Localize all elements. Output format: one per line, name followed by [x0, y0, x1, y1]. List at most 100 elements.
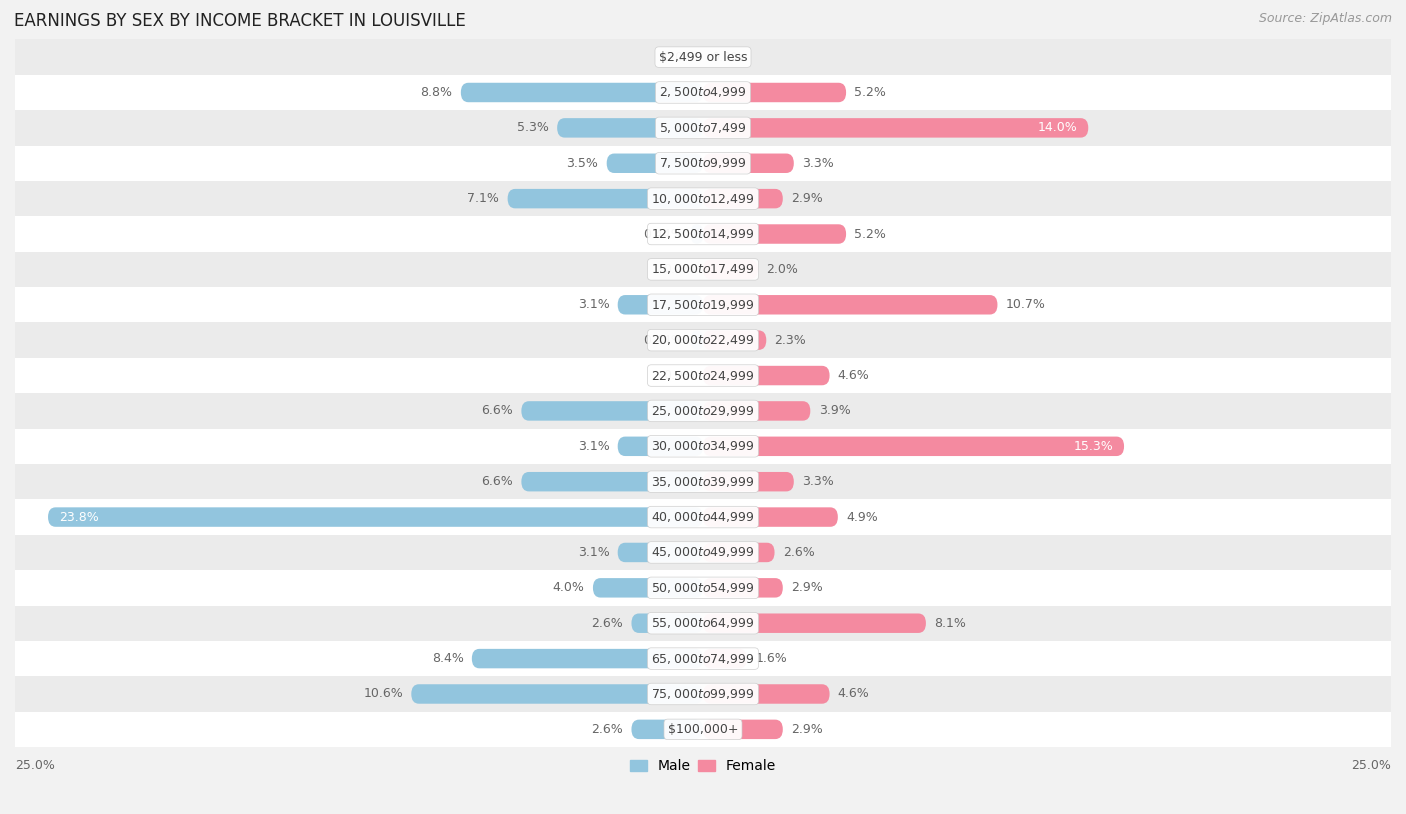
Text: 5.2%: 5.2%	[855, 86, 886, 99]
Text: $45,000 to $49,999: $45,000 to $49,999	[651, 545, 755, 559]
FancyBboxPatch shape	[703, 330, 766, 350]
Text: 3.1%: 3.1%	[578, 546, 609, 559]
Text: $17,500 to $19,999: $17,500 to $19,999	[651, 298, 755, 312]
Text: 14.0%: 14.0%	[1038, 121, 1077, 134]
Text: 0.0%: 0.0%	[662, 263, 695, 276]
FancyBboxPatch shape	[703, 154, 794, 173]
Bar	[15, 358, 1391, 393]
FancyBboxPatch shape	[703, 260, 758, 279]
FancyBboxPatch shape	[703, 295, 997, 314]
FancyBboxPatch shape	[703, 436, 1123, 456]
Bar	[15, 429, 1391, 464]
FancyBboxPatch shape	[48, 507, 703, 527]
Text: 6.6%: 6.6%	[481, 475, 513, 488]
Text: $2,500 to $4,999: $2,500 to $4,999	[659, 85, 747, 99]
FancyBboxPatch shape	[522, 472, 703, 492]
FancyBboxPatch shape	[617, 436, 703, 456]
FancyBboxPatch shape	[606, 154, 703, 173]
Text: 2.0%: 2.0%	[766, 263, 799, 276]
Text: 5.3%: 5.3%	[517, 121, 548, 134]
FancyBboxPatch shape	[508, 189, 703, 208]
Text: $30,000 to $34,999: $30,000 to $34,999	[651, 440, 755, 453]
Text: $55,000 to $64,999: $55,000 to $64,999	[651, 616, 755, 630]
Bar	[15, 606, 1391, 641]
Bar	[15, 252, 1391, 287]
FancyBboxPatch shape	[703, 720, 783, 739]
FancyBboxPatch shape	[593, 578, 703, 597]
Text: 6.6%: 6.6%	[481, 405, 513, 418]
FancyBboxPatch shape	[631, 720, 703, 739]
Text: Source: ZipAtlas.com: Source: ZipAtlas.com	[1258, 12, 1392, 25]
Bar	[15, 676, 1391, 711]
Text: 5.2%: 5.2%	[855, 228, 886, 240]
FancyBboxPatch shape	[703, 649, 747, 668]
Text: 3.5%: 3.5%	[567, 157, 599, 170]
Text: $100,000+: $100,000+	[668, 723, 738, 736]
Text: $35,000 to $39,999: $35,000 to $39,999	[651, 475, 755, 488]
Text: 4.0%: 4.0%	[553, 581, 585, 594]
Text: $2,499 or less: $2,499 or less	[659, 50, 747, 63]
FancyBboxPatch shape	[703, 365, 830, 385]
Bar	[15, 570, 1391, 606]
Text: 2.3%: 2.3%	[775, 334, 806, 347]
FancyBboxPatch shape	[703, 578, 783, 597]
Bar	[15, 181, 1391, 217]
Legend: Male, Female: Male, Female	[624, 754, 782, 779]
Text: $50,000 to $54,999: $50,000 to $54,999	[651, 581, 755, 595]
Text: $10,000 to $12,499: $10,000 to $12,499	[651, 191, 755, 206]
Text: EARNINGS BY SEX BY INCOME BRACKET IN LOUISVILLE: EARNINGS BY SEX BY INCOME BRACKET IN LOU…	[14, 12, 465, 30]
Text: 7.1%: 7.1%	[467, 192, 499, 205]
Text: 8.8%: 8.8%	[420, 86, 453, 99]
FancyBboxPatch shape	[461, 83, 703, 103]
Text: $5,000 to $7,499: $5,000 to $7,499	[659, 120, 747, 135]
Bar	[15, 39, 1391, 75]
Text: $12,500 to $14,999: $12,500 to $14,999	[651, 227, 755, 241]
Text: 4.6%: 4.6%	[838, 369, 869, 382]
Text: 2.9%: 2.9%	[792, 581, 823, 594]
Bar	[15, 499, 1391, 535]
Text: 10.6%: 10.6%	[363, 688, 404, 701]
Text: 0.0%: 0.0%	[711, 50, 744, 63]
FancyBboxPatch shape	[703, 543, 775, 562]
FancyBboxPatch shape	[690, 330, 703, 350]
Bar	[15, 393, 1391, 429]
Text: $7,500 to $9,999: $7,500 to $9,999	[659, 156, 747, 170]
Bar	[15, 217, 1391, 252]
Text: 2.9%: 2.9%	[792, 723, 823, 736]
Text: 25.0%: 25.0%	[15, 759, 55, 772]
Text: $15,000 to $17,499: $15,000 to $17,499	[651, 262, 755, 277]
FancyBboxPatch shape	[631, 614, 703, 633]
FancyBboxPatch shape	[703, 83, 846, 103]
FancyBboxPatch shape	[703, 472, 794, 492]
FancyBboxPatch shape	[617, 295, 703, 314]
Text: 3.9%: 3.9%	[818, 405, 851, 418]
Bar	[15, 146, 1391, 181]
Text: 25.0%: 25.0%	[1351, 759, 1391, 772]
FancyBboxPatch shape	[690, 225, 703, 243]
Text: 0.0%: 0.0%	[662, 369, 695, 382]
Text: 2.9%: 2.9%	[792, 192, 823, 205]
Text: 0.44%: 0.44%	[643, 228, 683, 240]
Text: 4.9%: 4.9%	[846, 510, 877, 523]
FancyBboxPatch shape	[703, 685, 830, 704]
Text: 8.1%: 8.1%	[934, 617, 966, 630]
FancyBboxPatch shape	[703, 189, 783, 208]
Bar	[15, 322, 1391, 358]
Bar	[15, 110, 1391, 146]
FancyBboxPatch shape	[703, 507, 838, 527]
Bar	[15, 75, 1391, 110]
Bar	[15, 641, 1391, 676]
Text: $40,000 to $44,999: $40,000 to $44,999	[651, 510, 755, 524]
FancyBboxPatch shape	[703, 401, 810, 421]
Bar	[15, 287, 1391, 322]
Text: 1.6%: 1.6%	[755, 652, 787, 665]
Text: 3.3%: 3.3%	[801, 475, 834, 488]
FancyBboxPatch shape	[703, 225, 846, 243]
FancyBboxPatch shape	[703, 614, 927, 633]
FancyBboxPatch shape	[617, 543, 703, 562]
FancyBboxPatch shape	[522, 401, 703, 421]
FancyBboxPatch shape	[412, 685, 703, 704]
FancyBboxPatch shape	[703, 118, 1088, 138]
Bar	[15, 535, 1391, 570]
Text: 4.6%: 4.6%	[838, 688, 869, 701]
